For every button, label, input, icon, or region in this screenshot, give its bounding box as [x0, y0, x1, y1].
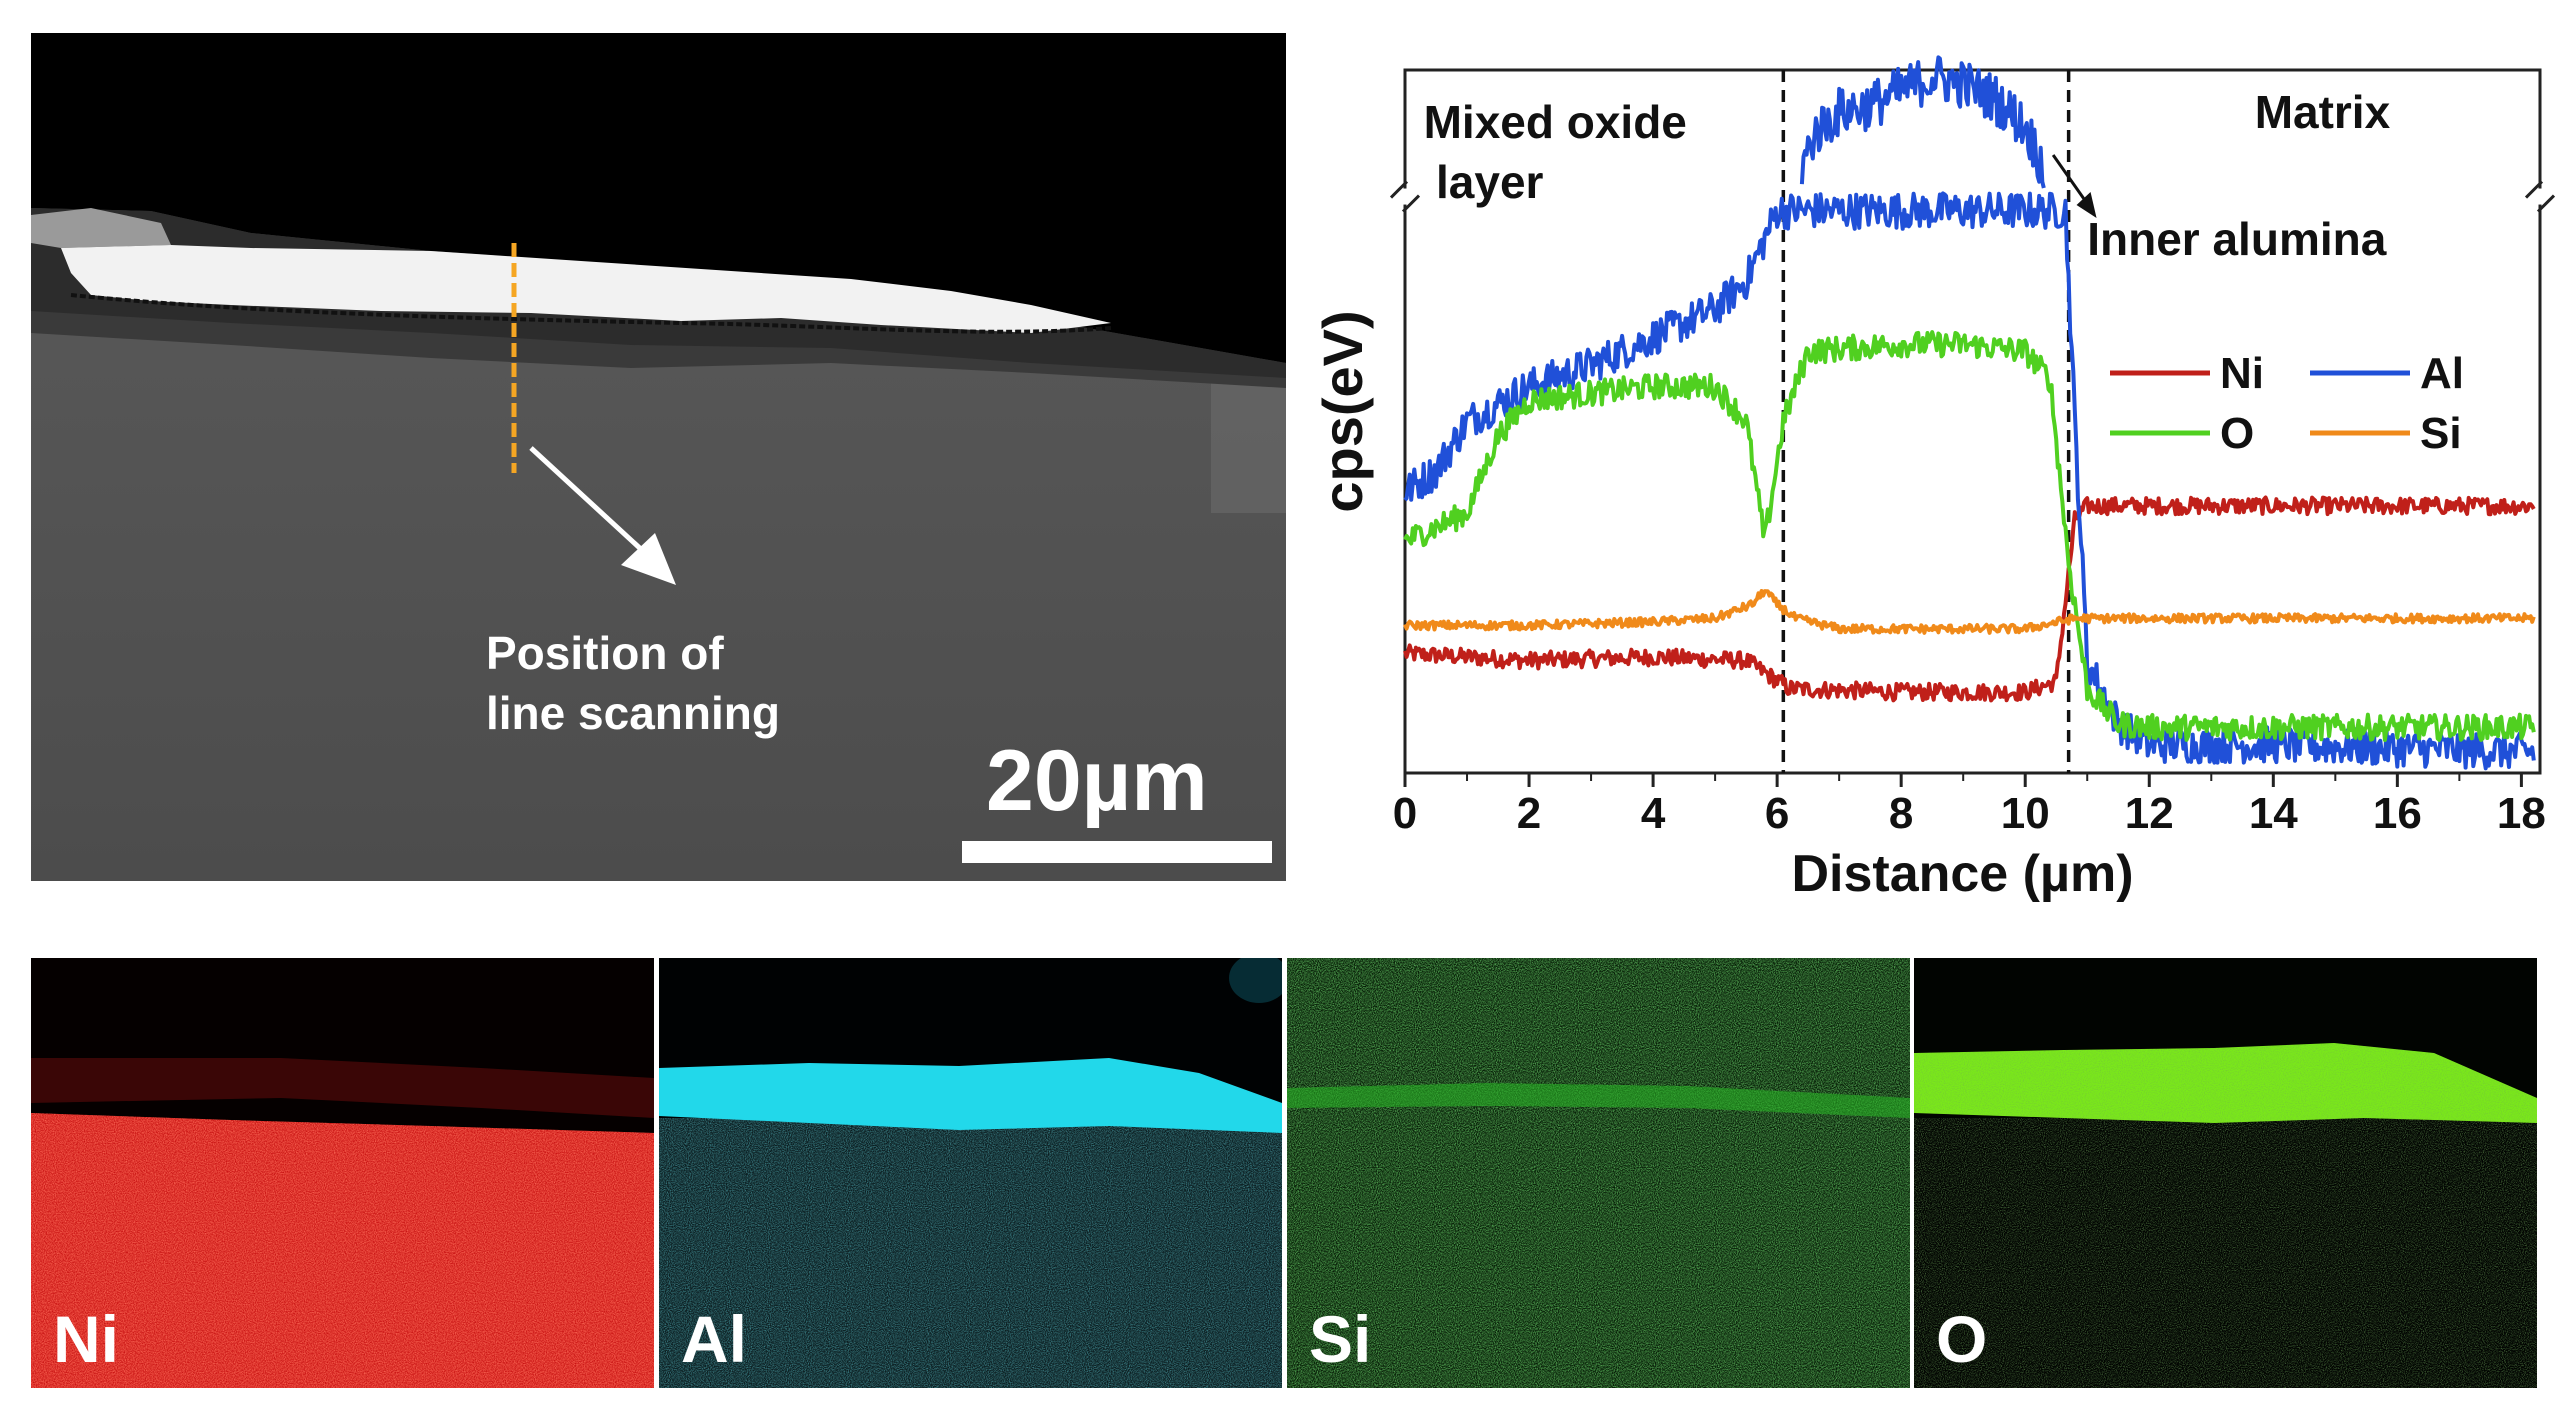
- scale-bar: [962, 841, 1272, 863]
- annotation-inner-alumina: Inner alumina: [2087, 213, 2386, 265]
- axis-break-mark: [1389, 180, 1409, 199]
- x-tick-label: 12: [2125, 789, 2174, 838]
- legend-label-o: O: [2220, 409, 2254, 458]
- alumina-band: [659, 1058, 1282, 1133]
- eds-map-o: O: [1914, 958, 2537, 1388]
- eds-map-o-image: [1914, 958, 2537, 1388]
- x-axis-label: Distance (µm): [1791, 845, 2133, 903]
- line-scan-chart-svg: 0 2 4 6 8 10 12 14 16 18 Distance (µm) cps(eV) Mixe…: [1311, 55, 2556, 903]
- axis-break-gap: [2532, 188, 2548, 205]
- eds-map-si: Si: [1287, 958, 1910, 1388]
- line-scan-label: Position of line scanning: [486, 623, 780, 743]
- legend-label-ni: Ni: [2220, 349, 2264, 398]
- eds-map-si-image: [1287, 958, 1910, 1388]
- annotation-matrix: Matrix: [2255, 86, 2391, 138]
- scale-bar-label: 20µm: [986, 733, 1208, 829]
- legend-label-al: Al: [2420, 349, 2464, 398]
- series-line-si: [1403, 589, 2536, 635]
- legend-label-si: Si: [2420, 409, 2462, 458]
- sem-image-panel: Position of line scanning 20µm: [31, 33, 1286, 881]
- line-scan-chart: 0 2 4 6 8 10 12 14 16 18 Distance (µm) cps(eV) Mixe…: [1300, 40, 2558, 940]
- arrow-icon: [529, 446, 658, 565]
- axis-break-mark: [2536, 194, 2556, 213]
- x-tick-label: 4: [1641, 789, 1666, 838]
- x-tick-label: 14: [2249, 789, 2298, 838]
- axis-break-mark: [2524, 180, 2544, 199]
- line-scan-label-line1: Position of: [486, 627, 724, 679]
- annotation-arrowhead: [2076, 192, 2097, 218]
- eds-map-label-si: Si: [1309, 1302, 1372, 1376]
- plot-frame: [1403, 68, 2542, 775]
- sem-micrograph: [31, 33, 1286, 881]
- x-tick-label: 8: [1889, 789, 1913, 838]
- x-tick-label: 16: [2373, 789, 2422, 838]
- series-line-o: [1403, 330, 2536, 742]
- series-line-al-above-break-: [1799, 55, 2046, 189]
- eds-map-label-al: Al: [681, 1302, 747, 1376]
- eds-map-al: Al: [659, 958, 1282, 1388]
- axis-break-mark: [1401, 194, 1421, 213]
- x-tick-label: 10: [2001, 789, 2050, 838]
- x-tick-label: 0: [1393, 789, 1417, 838]
- eds-map-label-o: O: [1936, 1302, 1988, 1376]
- y-axis-label: cps(eV): [1311, 310, 1374, 512]
- series-line-ni: [1403, 495, 2536, 703]
- x-tick-label: 18: [2497, 789, 2546, 838]
- x-tick-label: 2: [1517, 789, 1541, 838]
- bright-oxide-band: [61, 245, 1111, 333]
- x-tick-label: 6: [1765, 789, 1789, 838]
- eds-map-al-image: [659, 958, 1282, 1388]
- eds-map-ni-image: [31, 958, 654, 1388]
- line-scan-label-line2: line scanning: [486, 687, 780, 739]
- eds-map-ni: Ni: [31, 958, 654, 1388]
- annotation-mixed-oxide: Mixed oxide: [1424, 96, 1687, 148]
- series-line-al: [1403, 191, 2536, 771]
- annotation-layer: layer: [1436, 156, 1544, 208]
- axis-break-gap: [1397, 188, 1413, 205]
- eds-map-label-ni: Ni: [53, 1302, 119, 1376]
